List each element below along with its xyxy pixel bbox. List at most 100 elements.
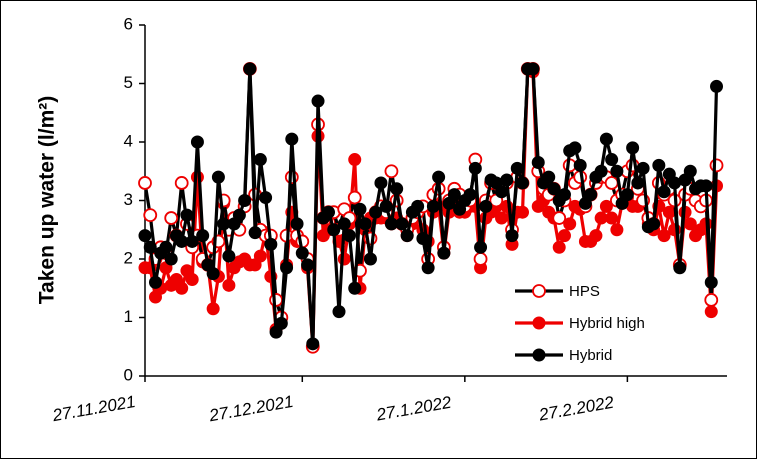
marker xyxy=(594,164,608,178)
marker xyxy=(568,141,582,155)
marker xyxy=(301,258,315,272)
marker xyxy=(495,185,509,199)
marker xyxy=(369,205,383,219)
marker xyxy=(432,170,446,184)
marker xyxy=(552,211,567,225)
marker xyxy=(500,173,514,187)
legend-label: HPS xyxy=(569,283,600,300)
marker xyxy=(358,217,372,231)
marker xyxy=(327,223,341,237)
marker xyxy=(473,252,488,266)
marker xyxy=(557,188,571,202)
marker xyxy=(620,188,634,202)
marker xyxy=(610,164,624,178)
y-tick-label: 4 xyxy=(124,131,133,150)
marker xyxy=(400,229,414,243)
marker xyxy=(426,199,440,213)
marker xyxy=(148,275,162,289)
marker xyxy=(206,302,220,316)
marker xyxy=(190,135,204,149)
marker xyxy=(143,240,157,254)
marker xyxy=(211,170,225,184)
marker xyxy=(657,185,671,199)
marker xyxy=(657,229,671,243)
marker xyxy=(347,190,362,205)
marker xyxy=(337,217,351,231)
marker xyxy=(468,161,482,175)
marker xyxy=(474,240,488,254)
marker xyxy=(605,211,619,225)
y-tick-label: 1 xyxy=(124,307,133,326)
y-tick-label: 0 xyxy=(124,365,133,384)
marker xyxy=(563,217,577,231)
marker xyxy=(589,229,603,243)
y-tick-label: 6 xyxy=(124,14,133,33)
marker xyxy=(159,240,173,254)
legend-label: Hybrid high xyxy=(569,315,645,332)
marker xyxy=(174,176,189,190)
marker xyxy=(232,208,246,222)
marker xyxy=(222,249,236,263)
marker xyxy=(463,188,477,202)
marker xyxy=(599,199,613,213)
marker xyxy=(652,158,666,172)
marker xyxy=(505,229,519,243)
marker xyxy=(264,237,278,251)
marker xyxy=(636,161,650,175)
marker xyxy=(180,208,194,222)
marker xyxy=(626,141,640,155)
legend-marker xyxy=(532,284,546,298)
marker xyxy=(374,176,388,190)
marker xyxy=(584,188,598,202)
marker xyxy=(143,208,158,223)
marker xyxy=(604,176,619,190)
marker xyxy=(332,305,346,319)
marker xyxy=(605,153,619,167)
marker xyxy=(631,176,645,190)
marker xyxy=(274,316,288,330)
marker xyxy=(510,161,524,175)
marker xyxy=(704,305,718,319)
marker xyxy=(599,132,613,146)
marker xyxy=(259,191,273,205)
marker xyxy=(437,246,451,260)
y-tick-label: 2 xyxy=(124,248,133,267)
marker xyxy=(704,275,718,289)
marker xyxy=(164,211,179,225)
marker xyxy=(447,188,461,202)
marker xyxy=(516,205,530,219)
y-tick-label: 3 xyxy=(124,190,133,209)
marker xyxy=(222,278,236,292)
marker xyxy=(662,205,676,219)
marker xyxy=(253,249,267,263)
marker xyxy=(542,170,556,184)
marker xyxy=(495,211,509,225)
marker xyxy=(531,155,545,169)
marker xyxy=(363,252,377,266)
marker xyxy=(238,194,252,207)
marker xyxy=(547,182,561,196)
y-axis-label: Taken up water (l/m²) xyxy=(36,96,59,304)
legend-marker xyxy=(532,348,546,362)
marker xyxy=(243,62,257,76)
marker xyxy=(573,158,587,172)
marker xyxy=(516,176,530,190)
marker xyxy=(526,62,540,76)
marker xyxy=(610,223,624,237)
marker xyxy=(699,179,713,193)
marker xyxy=(290,217,304,231)
marker xyxy=(269,293,283,307)
marker xyxy=(348,153,362,167)
marker xyxy=(479,199,493,213)
marker xyxy=(206,267,220,281)
marker xyxy=(557,229,571,243)
marker xyxy=(190,170,204,184)
marker xyxy=(253,153,267,167)
marker xyxy=(348,281,362,295)
marker xyxy=(704,293,719,307)
marker xyxy=(138,176,152,190)
marker xyxy=(710,79,724,93)
marker xyxy=(395,217,409,231)
